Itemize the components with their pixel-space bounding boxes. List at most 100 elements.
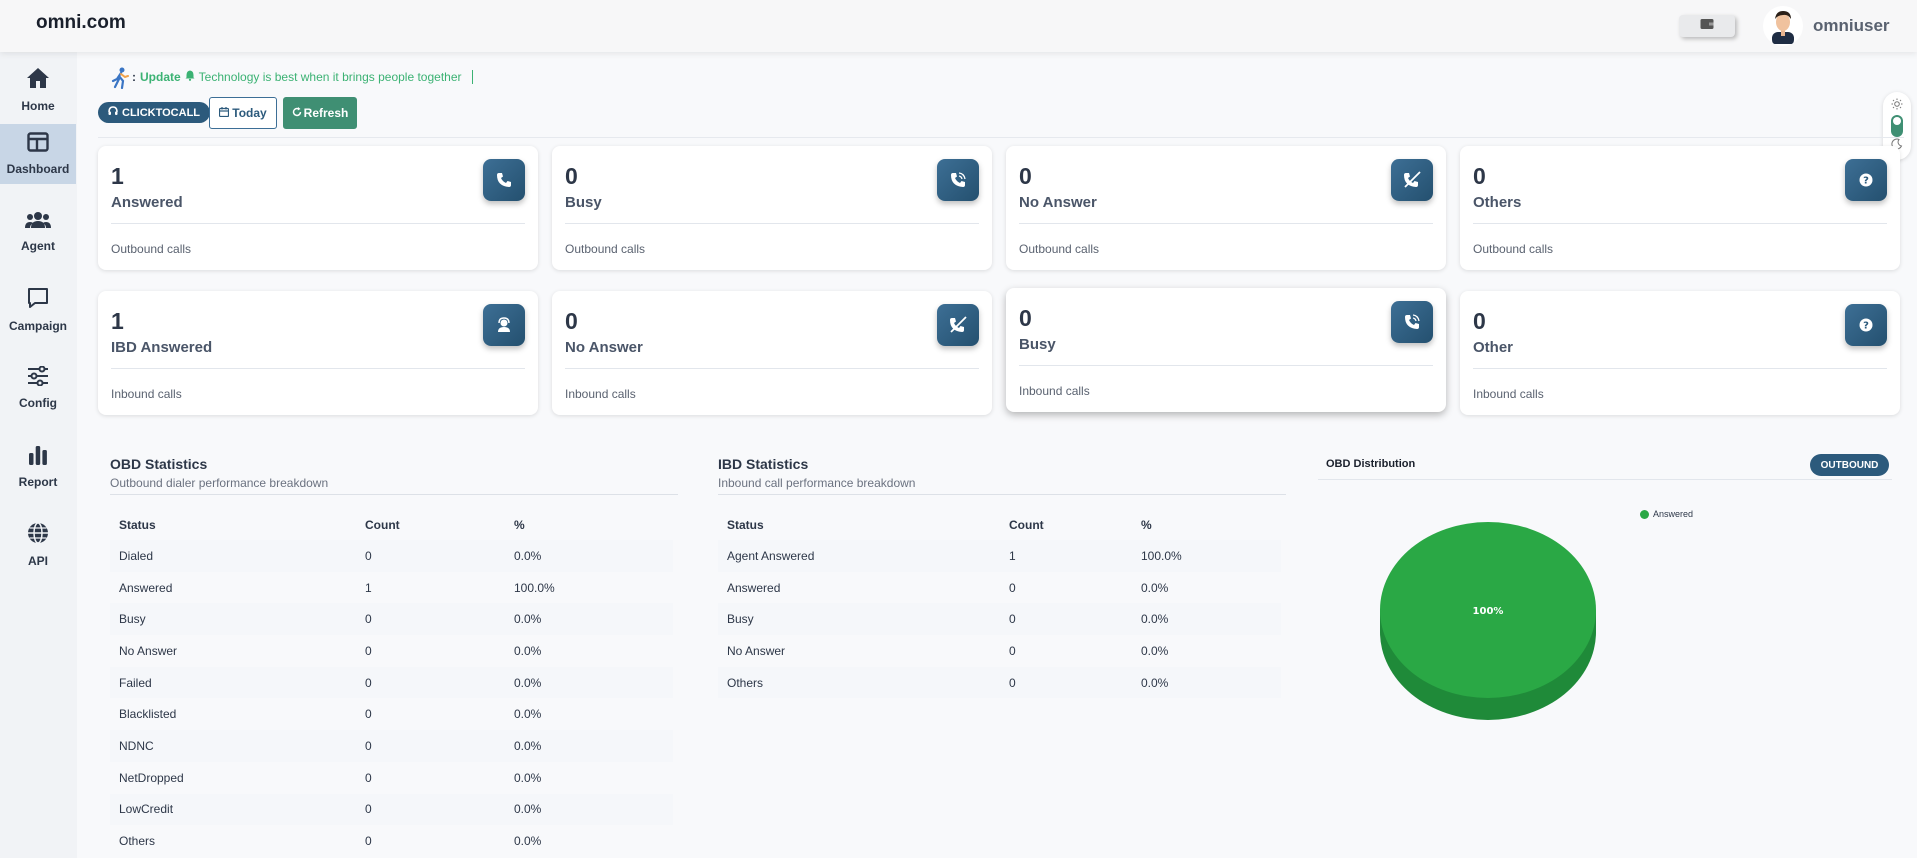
card-label: Busy [565, 194, 602, 211]
status-cell: Failed [119, 675, 152, 690]
ticker-prefix: : [132, 70, 136, 84]
user-menu[interactable]: omniuser [1763, 6, 1890, 46]
count-cell: 0 [365, 548, 372, 563]
sidebar-item-campaign[interactable]: Campaign [0, 280, 76, 340]
card-subtitle: Outbound calls [111, 242, 192, 256]
sidebar-item-agent[interactable]: Agent [0, 202, 76, 262]
table-row: Answered 1 100.0% [110, 572, 673, 604]
card-divider [111, 223, 525, 224]
card-value: 1 [111, 308, 124, 334]
percent-cell: 0.0% [514, 643, 542, 658]
status-cell: No Answer [727, 643, 786, 658]
wallet-button[interactable] [1679, 15, 1735, 37]
sidebar-item-label: Config [19, 396, 57, 410]
sidebar-item-label: Report [18, 475, 58, 489]
refresh-label: Refresh [303, 106, 349, 120]
status-cell: Busy [119, 612, 146, 627]
wallet-icon [1700, 17, 1714, 35]
count-cell: 1 [365, 580, 372, 595]
sidebar-item-home[interactable]: Home [0, 60, 76, 120]
card-inbound-no-answer[interactable]: 0 No Answer Inbound calls [552, 291, 992, 415]
phone-icon [483, 159, 525, 201]
table-row: Others 0 0.0% [718, 666, 1281, 699]
sidebar-item-config[interactable]: Config [0, 358, 76, 418]
question-icon: ? [1845, 304, 1887, 346]
today-button[interactable]: Today [209, 97, 277, 129]
sidebar-item-label: API [27, 554, 48, 568]
status-cell: Agent Answered [727, 548, 815, 563]
username: omniuser [1813, 16, 1890, 35]
card-label: No Answer [1019, 194, 1097, 211]
home-icon [26, 67, 50, 94]
table-row: Blacklisted 0 0.0% [110, 698, 673, 730]
outbound-badge[interactable]: OUTBOUND [1810, 454, 1889, 476]
column-header: % [514, 517, 525, 532]
sidebar-item-report[interactable]: Report [0, 437, 76, 497]
column-header: Count [365, 517, 400, 532]
sun-icon [1891, 97, 1903, 115]
count-cell: 0 [365, 802, 372, 817]
bell-icon [185, 70, 195, 84]
column-header: Status [119, 517, 156, 532]
card-label: Answered [111, 194, 183, 211]
column-header: Status [727, 517, 764, 532]
card-value: 0 [1019, 305, 1032, 331]
percent-cell: 0.0% [1141, 675, 1169, 690]
pie-slice-answered[interactable] [1380, 522, 1596, 698]
count-cell: 0 [365, 738, 372, 753]
ibd-stats-divider [718, 494, 1286, 495]
chat-icon [27, 287, 49, 314]
legend-label: Answered [1653, 509, 1694, 519]
sidebar-item-dashboard[interactable]: Dashboard [0, 124, 76, 184]
card-outbound-no-answer[interactable]: 0 No Answer Outbound calls [1006, 146, 1446, 270]
clicktocall-button[interactable]: CLICKTOCALL [98, 102, 211, 123]
card-inbound-answered[interactable]: 1 IBD Answered Inbound calls [98, 291, 538, 415]
count-cell: 0 [365, 834, 372, 849]
status-cell: No Answer [119, 643, 178, 658]
card-inbound-busy[interactable]: 0 Busy Inbound calls [1006, 288, 1446, 412]
count-cell: 0 [365, 770, 372, 785]
card-outbound-busy[interactable]: 0 Busy Outbound calls [552, 146, 992, 270]
card-value: 0 [565, 308, 578, 334]
obd-stats-subtitle: Outbound dialer performance breakdown [110, 476, 329, 490]
card-subtitle: Outbound calls [1473, 242, 1554, 256]
card-subtitle: Inbound calls [1473, 387, 1544, 401]
count-cell: 0 [365, 675, 372, 690]
sidebar-item-label: Dashboard [6, 162, 70, 176]
ticker-message: Technology is best when it brings people… [198, 70, 462, 84]
table-row: No Answer 0 0.0% [110, 635, 673, 667]
svg-text:?: ? [1863, 176, 1869, 187]
obd-stats-table: Status Count % Dialed 0 0.0% Answered 1 100.… [110, 509, 673, 857]
ibd-stats-subtitle: Inbound call performance breakdown [718, 476, 916, 490]
count-cell: 0 [365, 643, 372, 658]
avatar [1763, 6, 1803, 46]
sidebar-item-api[interactable]: API [0, 515, 76, 575]
card-subtitle: Inbound calls [111, 387, 182, 401]
table-row: Others 0 0.0% [110, 825, 673, 857]
phone-busy-icon [1391, 301, 1433, 343]
ticker-cursor [471, 70, 473, 84]
card-label: No Answer [565, 339, 643, 356]
phone-missed-icon [1391, 159, 1433, 201]
refresh-button[interactable]: Refresh [283, 97, 357, 129]
status-cell: Dialed [119, 548, 154, 563]
card-value: 0 [565, 163, 578, 189]
card-value: 0 [1473, 308, 1486, 334]
card-outbound-others[interactable]: 0 Others ? Outbound calls [1460, 146, 1900, 270]
sidebar-item-label: Campaign [8, 319, 67, 333]
calendar-icon [219, 106, 230, 120]
card-value: 0 [1019, 163, 1032, 189]
table-row: Dialed 0 0.0% [110, 540, 673, 572]
card-label: IBD Answered [111, 339, 213, 356]
bar-chart-icon [28, 445, 48, 470]
card-outbound-answered[interactable]: 1 Answered Outbound calls [98, 146, 538, 270]
status-cell: Others [119, 834, 156, 849]
card-divider [565, 368, 979, 369]
count-cell: 1 [1009, 548, 1016, 563]
card-inbound-other[interactable]: 0 Other ? Inbound calls [1460, 291, 1900, 415]
card-label: Busy [1019, 336, 1056, 353]
toggle-switch[interactable] [1891, 115, 1903, 137]
brand-logo[interactable]: omni.com [36, 12, 126, 33]
chart-legend[interactable]: Answered [1640, 509, 1693, 519]
status-cell: LowCredit [119, 802, 174, 817]
